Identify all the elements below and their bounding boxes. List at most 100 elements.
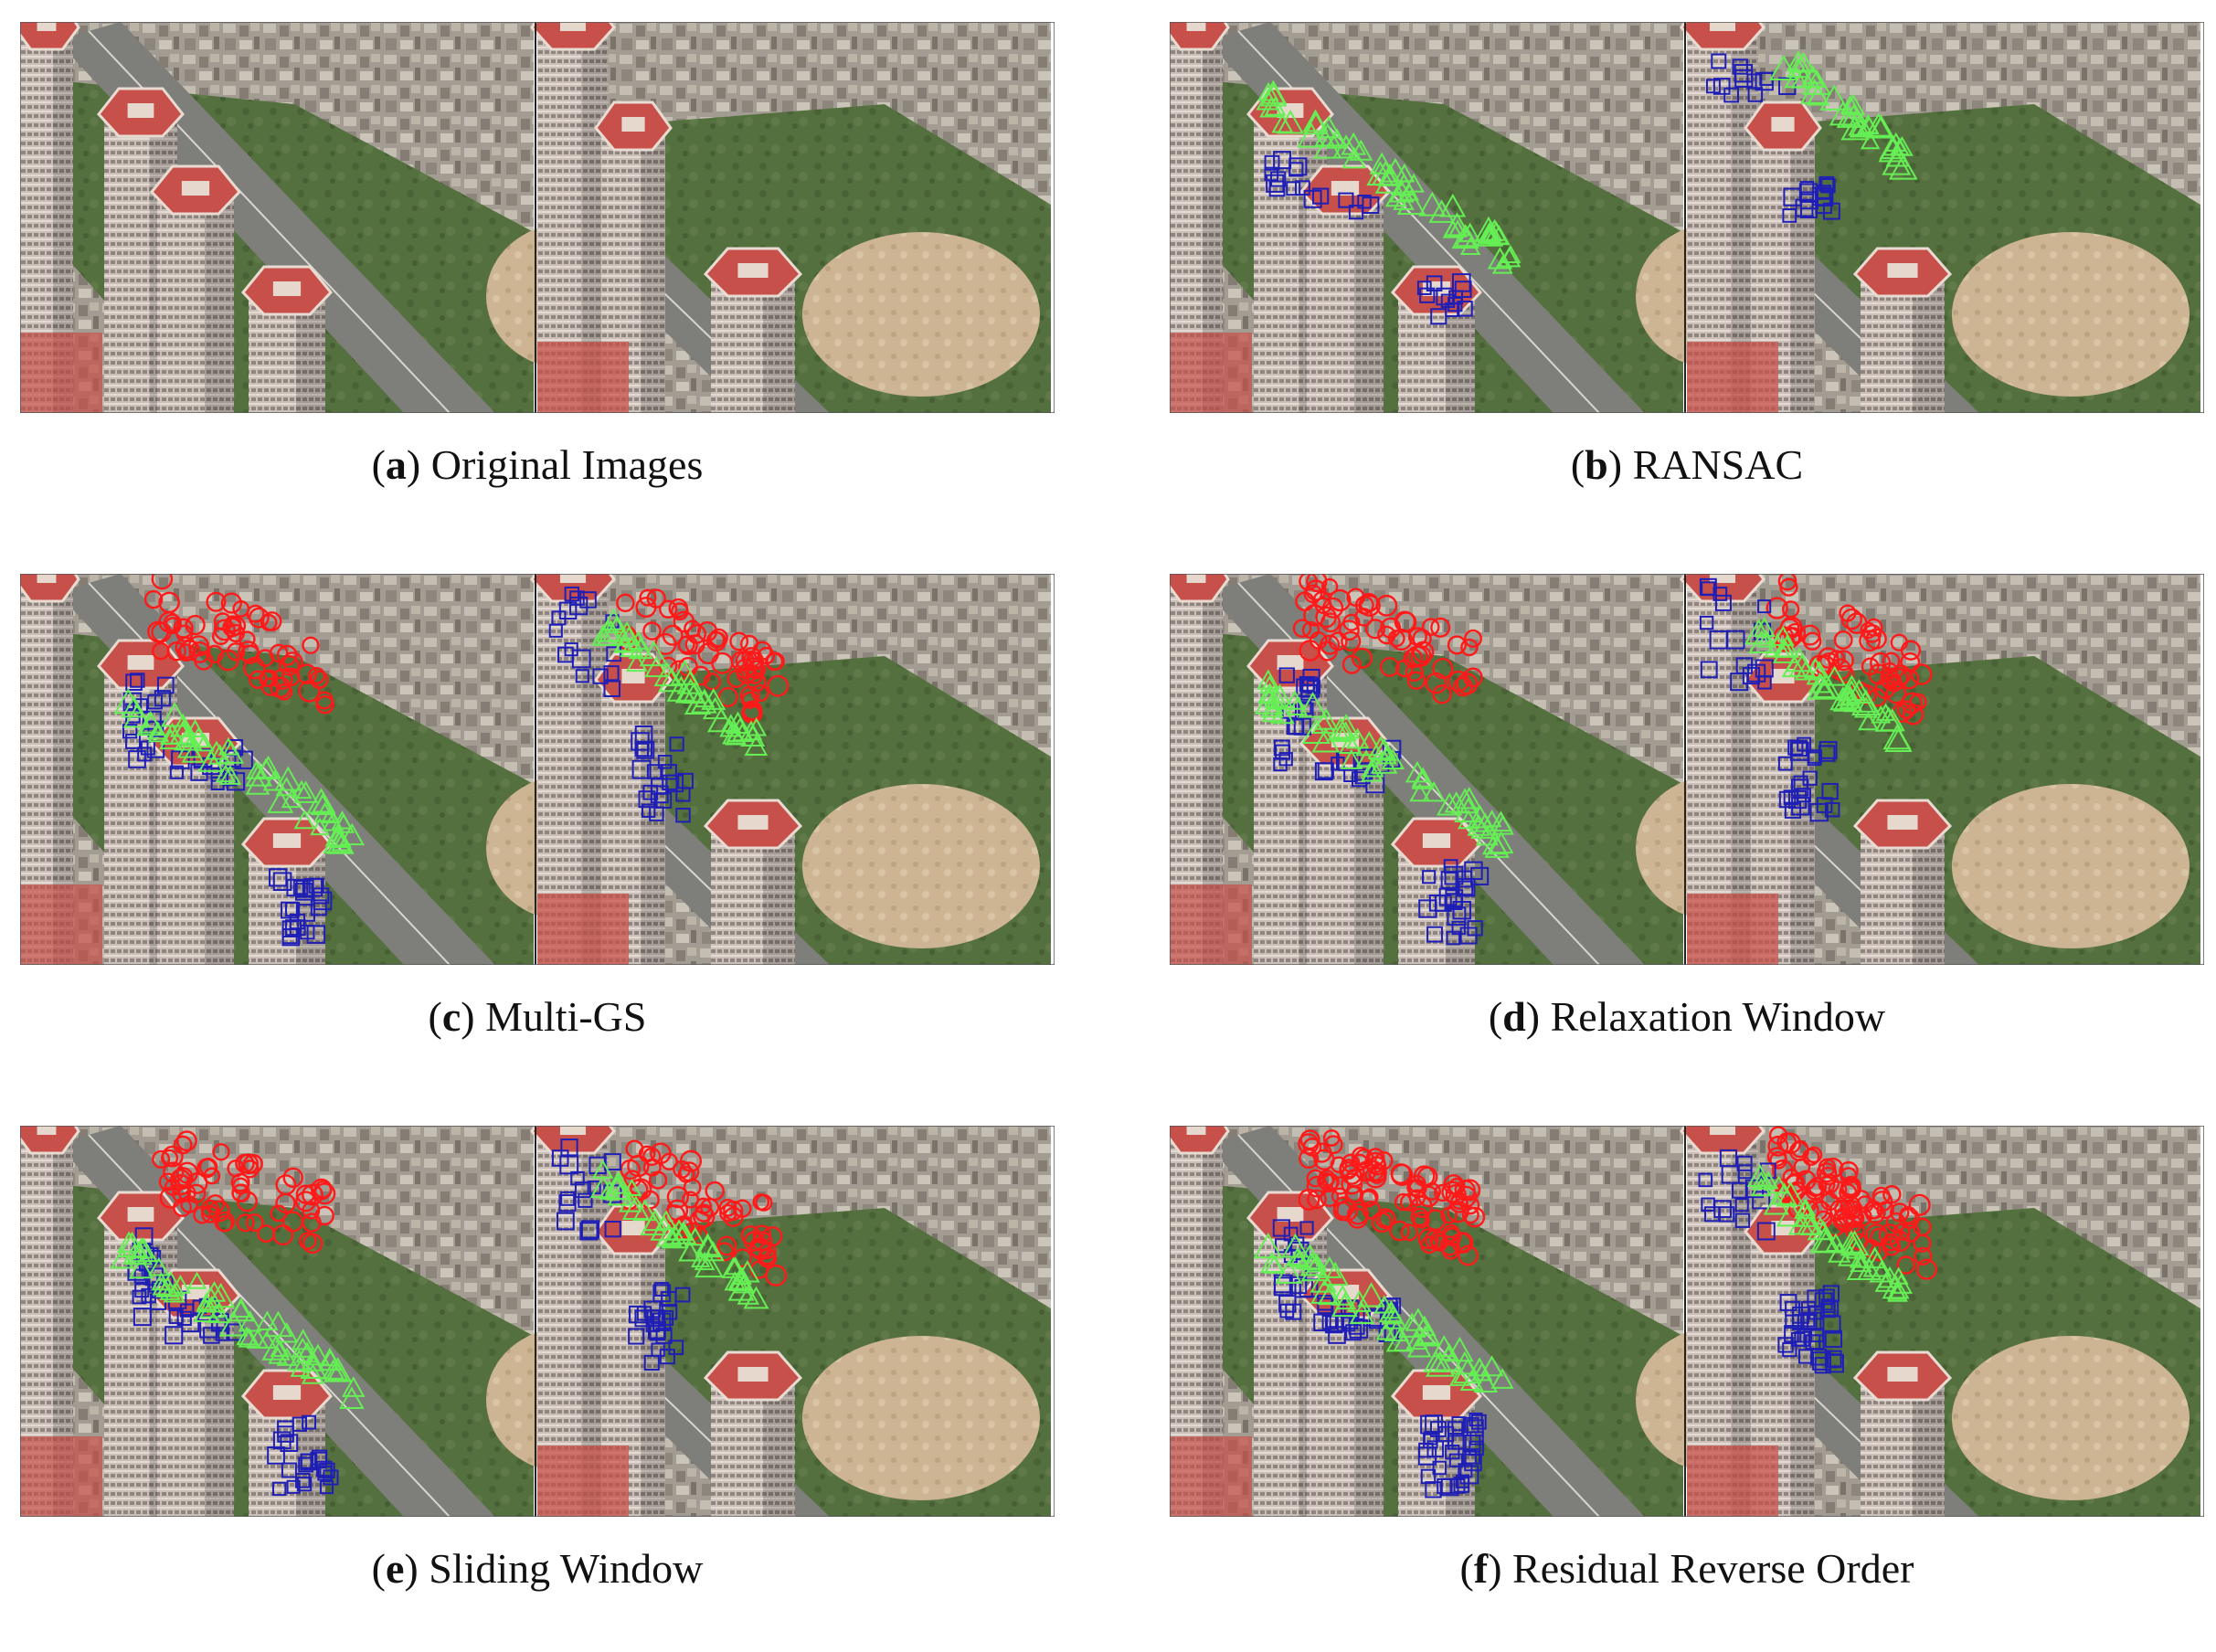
inlier-circle-marker <box>1351 647 1373 669</box>
inlier-triangle-marker <box>1411 767 1435 788</box>
inlier-triangle-marker <box>1809 1227 1840 1254</box>
inlier-triangle-marker <box>152 1277 173 1296</box>
inlier-triangle-marker <box>122 703 152 728</box>
inlier-circle-marker <box>152 641 170 661</box>
inlier-circle-marker <box>272 1224 294 1246</box>
inlier-square-marker <box>1821 782 1839 800</box>
inlier-triangle-marker <box>290 1359 311 1377</box>
inlier-triangle-marker <box>1450 788 1479 814</box>
inlier-square-marker <box>668 1340 684 1355</box>
inlier-circle-marker <box>1767 1135 1789 1157</box>
inlier-triangle-marker <box>1264 96 1287 116</box>
inlier-circle-marker <box>1808 1177 1828 1197</box>
inlier-square-marker <box>310 899 327 916</box>
inlier-circle-marker <box>1299 1129 1320 1150</box>
inlier-triangle-marker <box>1425 1350 1456 1377</box>
inlier-square-marker <box>1734 1198 1749 1213</box>
inlier-triangle-marker <box>1888 154 1918 180</box>
inlier-square-marker <box>147 694 163 710</box>
inlier-square-marker <box>1814 1292 1833 1311</box>
inlier-square-marker <box>1275 744 1291 760</box>
inlier-triangle-marker <box>1370 749 1398 774</box>
inlier-circle-marker <box>747 660 766 680</box>
blue-square-group <box>1417 1412 1487 1498</box>
inlier-square-marker <box>302 1414 316 1430</box>
inlier-circle-marker <box>159 1186 182 1209</box>
inlier-circle-marker <box>700 1197 720 1217</box>
inlier-square-marker <box>675 808 691 823</box>
inlier-triangle-marker <box>1882 724 1912 750</box>
inlier-square-marker <box>1270 171 1287 187</box>
inlier-circle-marker <box>1320 577 1339 596</box>
inlier-circle-marker <box>310 670 329 689</box>
inlier-square-marker <box>319 1480 334 1495</box>
inlier-triangle-marker <box>1331 1284 1355 1306</box>
inlier-circle-marker <box>1460 638 1479 657</box>
inlier-square-marker <box>571 649 591 669</box>
inlier-triangle-marker <box>1413 1315 1437 1337</box>
inlier-square-marker <box>1467 920 1483 937</box>
inlier-square-marker <box>1709 630 1729 650</box>
right-view <box>530 574 1051 965</box>
inlier-circle-marker <box>1840 1167 1858 1185</box>
inlier-circle-marker <box>1425 672 1447 694</box>
inlier-square-marker <box>559 1155 579 1175</box>
inlier-triangle-marker <box>740 725 766 747</box>
inlier-square-marker <box>1802 770 1818 786</box>
inlier-triangle-marker <box>1802 69 1831 95</box>
inlier-triangle-marker <box>1882 149 1912 175</box>
inlier-circle-marker <box>227 1159 245 1178</box>
caption-open-paren: ( <box>371 1545 386 1592</box>
inlier-square-marker <box>1809 802 1829 822</box>
inlier-circle-marker <box>161 1149 179 1167</box>
inlier-circle-marker <box>1315 606 1337 629</box>
inlier-square-marker <box>316 1460 333 1477</box>
green-triangle-group <box>589 1159 769 1309</box>
image-pair-e <box>20 1126 1055 1517</box>
inlier-triangle-marker <box>256 1330 278 1349</box>
inlier-square-marker <box>1266 174 1285 193</box>
inlier-square-marker <box>661 1304 678 1320</box>
inlier-circle-marker <box>1341 630 1362 651</box>
inlier-circle-marker <box>1447 670 1469 693</box>
inlier-circle-marker <box>681 1191 699 1209</box>
inlier-square-marker <box>128 750 146 768</box>
inlier-square-marker <box>164 1326 184 1345</box>
inlier-triangle-marker <box>1481 831 1509 855</box>
inlier-circle-marker <box>188 641 211 663</box>
inlier-triangle-marker <box>1256 89 1280 111</box>
inlier-circle-marker <box>1391 1163 1414 1186</box>
inlier-triangle-marker <box>1357 1282 1385 1308</box>
right-view <box>1680 22 2200 413</box>
inlier-triangle-marker <box>1458 222 1481 242</box>
inlier-triangle-marker <box>614 626 643 652</box>
inlier-triangle-marker <box>1442 219 1464 238</box>
inlier-triangle-marker <box>725 1256 746 1276</box>
inlier-circle-marker <box>143 589 164 609</box>
inlier-square-marker <box>1278 1295 1297 1313</box>
inlier-circle-marker <box>1460 1195 1480 1215</box>
inlier-triangle-marker <box>676 678 705 704</box>
inlier-circle-marker <box>185 614 206 636</box>
inlier-triangle-marker <box>339 1386 365 1409</box>
red-circle-group <box>152 1130 336 1255</box>
inlier-triangle-marker <box>1889 1273 1913 1294</box>
inlier-triangle-marker <box>1298 692 1328 718</box>
inlier-triangle-marker <box>1405 1308 1432 1331</box>
right-tower-3 <box>703 1350 803 1517</box>
inlier-circle-marker <box>1371 1212 1393 1234</box>
right-tower-3 <box>1852 1350 1953 1517</box>
inlier-circle-marker <box>1306 1175 1329 1198</box>
inlier-square-marker <box>1440 293 1456 309</box>
inlier-triangle-marker <box>1361 757 1384 778</box>
inlier-triangle-marker <box>1411 768 1435 789</box>
inlier-square-marker <box>1299 1221 1314 1235</box>
green-triangle-group <box>1744 617 1913 753</box>
left-tower-3 <box>241 265 333 413</box>
inlier-circle-marker <box>1839 1183 1858 1202</box>
inlier-circle-marker <box>194 651 214 671</box>
inlier-square-marker <box>1784 1325 1802 1343</box>
blue-square-group <box>628 1282 691 1371</box>
blue-square-group <box>122 672 175 768</box>
inlier-square-marker <box>628 1328 645 1345</box>
